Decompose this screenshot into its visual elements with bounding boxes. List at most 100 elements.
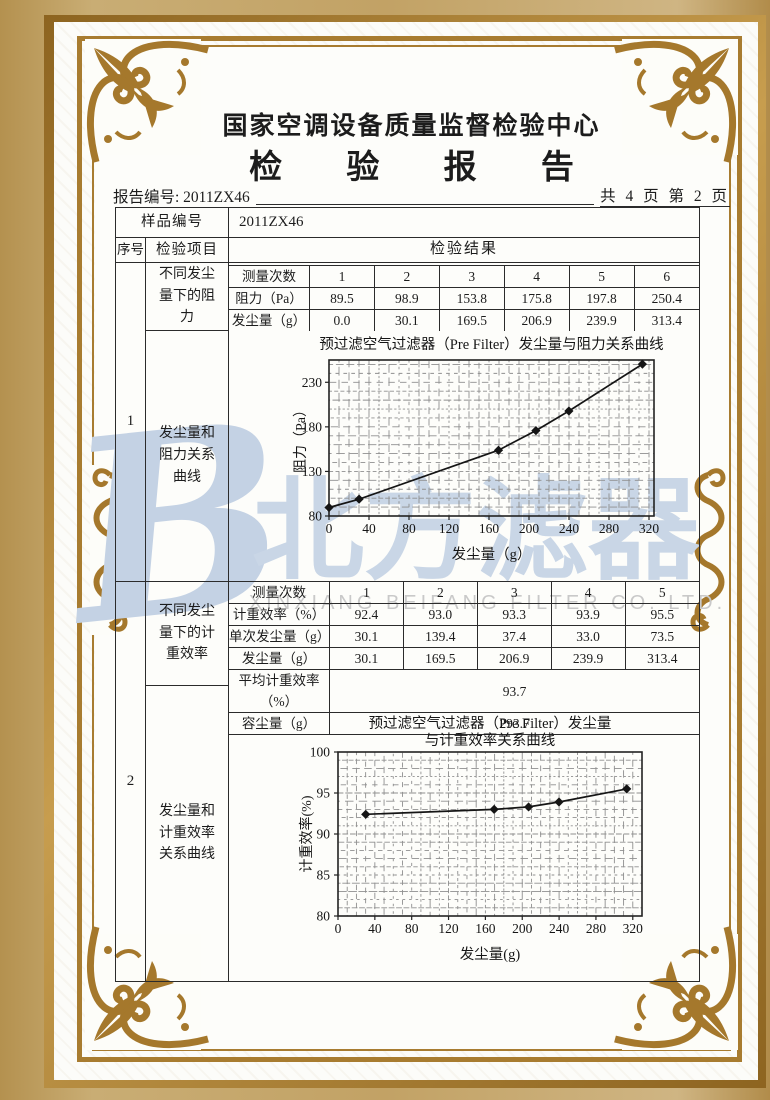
x-axis-label: 发尘量（g） (452, 546, 532, 563)
table-row: 容尘量（g） 293.7 (229, 712, 699, 735)
value-cell: 37.4 (476, 625, 552, 648)
resistance-chart: 0 40 80 120 160 200 240 280 320 80 130 180 230 预过滤空气过… (293, 336, 664, 563)
x-tick-label: 0 (326, 521, 333, 536)
result-cell-section1: 测量次数 1 2 3 4 5 6 阻力（Pa） 89.5 98.9 153.8 175.8 197.8 2… (229, 263, 699, 582)
x-tick-label: 80 (402, 521, 416, 536)
x-tick-label: 280 (586, 921, 607, 936)
y-axis-label: 计重效率(%) (298, 795, 315, 872)
value-cell: 2 (402, 582, 478, 604)
table-row: 发尘量（g） 30.1 169.5 206.9 239.9 313.4 (229, 647, 699, 670)
value-cell: 313.4 (624, 647, 699, 670)
value-cell: 93.0 (402, 603, 478, 626)
value-cell: 139.4 (402, 625, 478, 648)
seq-2: 2 (116, 582, 146, 981)
data-line (328, 363, 643, 509)
value-cell: 92.4 (329, 603, 404, 626)
x-tick-label: 0 (335, 921, 342, 936)
data-point-marker (324, 502, 334, 513)
value-cell: 73.5 (624, 625, 699, 648)
value-cell: 206.9 (476, 647, 552, 670)
data-point-marker (564, 406, 574, 416)
x-tick-label: 160 (475, 921, 496, 936)
row-label-cell: 容尘量（g） (229, 712, 330, 735)
row-label-cell: 单次发尘量（g） (229, 625, 330, 648)
value-cell: 197.8 (568, 287, 635, 310)
data-point-marker (489, 804, 499, 814)
x-tick-label: 80 (405, 921, 419, 936)
value-cell: 2 (373, 265, 440, 288)
x-tick-label: 320 (639, 521, 660, 536)
value-cell: 1 (329, 582, 404, 604)
value-cell: 5 (568, 265, 635, 288)
plot-border (328, 359, 655, 517)
value-cell: 169.5 (402, 647, 478, 670)
y-tick-label: 90 (317, 827, 331, 842)
results-table: 样品编号 2011ZX46 序号 检验项目 检验结果 1 不同发尘量下的阻力 测… (115, 207, 700, 982)
data-point-marker (361, 809, 371, 819)
item-resistance-curve: 发尘量和阻力关系曲线 (146, 331, 229, 582)
resistance-table: 测量次数 1 2 3 4 5 6 阻力（Pa） 89.5 98.9 153.8 175.8 197.8 2… (229, 265, 699, 331)
grid (337, 751, 643, 917)
efficiency-table: 测量次数 1 2 3 4 5 计重效率（%） 92.4 93.0 93.3 93.9 95.5 单次发尘… (229, 582, 699, 735)
table-row: 测量次数 1 2 3 4 5 6 (229, 265, 699, 288)
seq-1: 1 (116, 263, 146, 582)
item-efficiency-curve: 发尘量和计重效率关系曲线 (146, 686, 229, 981)
row-label-cell: 测量次数 (229, 265, 310, 288)
value-cell: 175.8 (503, 287, 570, 310)
x-tick-label: 240 (559, 521, 580, 536)
y-tick-label: 85 (317, 868, 331, 883)
chart-title: 与计重效率关系曲线 (425, 732, 556, 749)
row-label-cell: 阻力（Pa） (229, 287, 310, 310)
value-cell: 4 (550, 582, 626, 604)
y-tick-label: 80 (317, 909, 331, 924)
value-cell: 153.8 (438, 287, 505, 310)
x-tick-label: 120 (438, 921, 459, 936)
value-cell: 0.0 (309, 309, 375, 331)
value-cell: 33.0 (550, 625, 626, 648)
data-point-marker (354, 494, 364, 504)
sample-number-label: 样品编号 (116, 208, 229, 238)
center-name-title: 国家空调设备质量监督检验中心 (222, 113, 601, 140)
value-cell: 239.9 (568, 309, 635, 331)
table-row: 阻力（Pa） 89.5 98.9 153.8 175.8 197.8 250.4 (229, 287, 699, 310)
y-tick-label: 230 (302, 375, 323, 390)
value-cell: 6 (633, 265, 699, 288)
data-point-marker (531, 426, 541, 436)
report-title: 检 验 报 告 (249, 150, 602, 186)
report-meta-row: 报告编号: 2011ZX46 共 4 页 第 2 页 (113, 184, 730, 207)
value-cell: 206.9 (503, 309, 570, 331)
chart-title: 预过滤空气过滤器（Pre Filter）发尘量与阻力关系曲线 (319, 336, 663, 353)
y-tick-label: 95 (317, 786, 331, 801)
chart-title: 预过滤空气过滤器（Pre Filter）发尘量 (369, 715, 612, 732)
value-cell: 98.9 (373, 287, 440, 310)
table-row: 计重效率（%） 92.4 93.0 93.3 93.9 95.5 (229, 603, 699, 626)
value-cell: 93.3 (476, 603, 552, 626)
x-tick-label: 200 (519, 521, 540, 536)
item-efficiency-under-dust: 不同发尘量下的计重效率 (146, 582, 229, 686)
y-tick-label: 80 (309, 509, 323, 524)
x-tick-label: 40 (368, 921, 382, 936)
y-tick-label: 100 (310, 745, 331, 760)
value-cell: 169.5 (438, 309, 505, 331)
table-row: 单次发尘量（g） 30.1 139.4 37.4 33.0 73.5 (229, 625, 699, 648)
sample-number-value: 2011ZX46 (229, 208, 699, 238)
value-cell: 313.4 (633, 309, 699, 331)
x-tick-label: 320 (623, 921, 644, 936)
value-cell: 250.4 (633, 287, 699, 310)
meta-rule-line (255, 203, 595, 205)
x-tick-label: 160 (479, 521, 500, 536)
x-axis-label: 发尘量(g) (460, 946, 521, 963)
value-cell: 30.1 (329, 625, 404, 648)
y-tick-label: 130 (302, 464, 323, 479)
item-resistance-under-dust: 不同发尘量下的阻力 (146, 263, 229, 331)
value-cell: 293.7 (329, 712, 699, 735)
value-cell: 30.1 (373, 309, 440, 331)
value-cell: 1 (309, 265, 375, 288)
table-row: 发尘量（g） 0.0 30.1 169.5 206.9 239.9 313.4 (229, 309, 699, 331)
y-tick-label: 180 (302, 419, 323, 434)
value-cell: 3 (438, 265, 505, 288)
row-label-cell: 测量次数 (229, 582, 330, 604)
row-label-cell: 平均计重效率（%） (229, 669, 330, 713)
